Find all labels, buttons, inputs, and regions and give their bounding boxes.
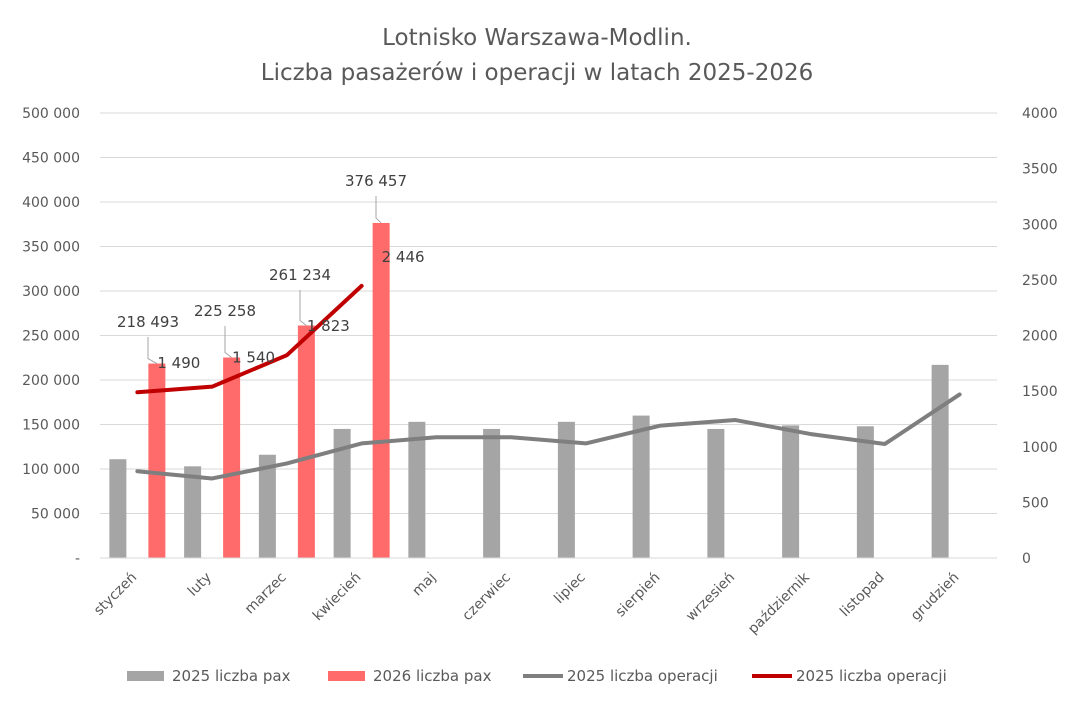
legend: 2025 liczba pax 2026 liczba pax 2025 liczb… — [127, 667, 947, 685]
bar — [856, 426, 874, 558]
series-line — [135, 283, 364, 395]
y-right-tick-label: 1500 — [1022, 384, 1058, 400]
y-left-tick-label: 350 000 — [22, 240, 80, 256]
bar — [632, 415, 650, 558]
data-label: 2 446 — [382, 248, 425, 266]
bar — [782, 425, 800, 558]
data-label: 1 490 — [157, 354, 200, 372]
data-label: 376 457 — [345, 172, 407, 190]
series-line — [135, 392, 962, 481]
y-left-tick-label: 450 000 — [22, 151, 80, 167]
bar — [931, 364, 949, 558]
x-tick-label: grudzień — [908, 570, 963, 625]
legend-label: 2026 liczba pax — [373, 667, 492, 685]
legend-label: 2025 liczba operacji — [796, 667, 947, 685]
y-right-tick-label: 3500 — [1022, 162, 1058, 178]
label-leader-line — [299, 290, 307, 326]
legend-swatch — [127, 671, 164, 681]
bar — [258, 454, 276, 558]
data-labels: 218 493 225 258 261 234 376 457 1 490 1 540 1 … — [117, 172, 425, 372]
data-label: 1 823 — [307, 317, 350, 335]
bar — [372, 222, 390, 558]
y-right-tick-label: 2500 — [1022, 273, 1058, 289]
line-series — [135, 283, 962, 481]
x-tick-label: sierpień — [613, 570, 664, 621]
data-label: 218 493 — [117, 313, 179, 331]
data-label: 1 540 — [232, 349, 275, 367]
chart-title-line-1: Lotnisko Warszawa-Modlin. — [382, 25, 692, 51]
label-leader-line — [224, 326, 232, 358]
y-left-tick-label: 300 000 — [22, 284, 80, 300]
y-left-tick-label: - — [75, 551, 80, 567]
data-label: 225 258 — [194, 302, 256, 320]
x-tick-label: listopad — [837, 570, 888, 621]
bar — [557, 421, 575, 558]
y-right-tick-label: 500 — [1022, 495, 1049, 511]
bar — [297, 325, 315, 558]
label-leader-line — [147, 337, 158, 364]
chart-title: Lotnisko Warszawa-Modlin. Liczba pasażer… — [261, 25, 814, 86]
y-left-tick-label: 400 000 — [22, 195, 80, 211]
data-label: 261 234 — [269, 266, 331, 284]
bar — [109, 459, 127, 558]
y-right-tick-label: 1000 — [1022, 440, 1058, 456]
y-left-tick-label: 200 000 — [22, 373, 80, 389]
x-tick-label: maj — [409, 570, 439, 600]
y-right-tick-label: 4000 — [1022, 106, 1058, 122]
bar — [333, 428, 351, 558]
legend-label: 2025 liczba pax — [172, 667, 291, 685]
y-right-tick-label: 2000 — [1022, 329, 1058, 345]
bar — [148, 363, 166, 558]
y-left-tick-label: 50 000 — [31, 507, 80, 523]
bar — [184, 466, 202, 558]
legend-label: 2025 liczba operacji — [567, 667, 718, 685]
legend-swatch — [328, 671, 365, 681]
x-tick-label: wrzesień — [683, 570, 738, 625]
bar-series — [109, 222, 949, 558]
x-tick-label: październik — [745, 569, 813, 637]
bar — [408, 421, 426, 558]
y-left-tick-label: 150 000 — [22, 418, 80, 434]
y-left-tick-label: 500 000 — [22, 106, 80, 122]
x-tick-label: kwiecień — [310, 570, 365, 625]
y-right-tick-label: 3000 — [1022, 217, 1058, 233]
label-leader-line — [375, 196, 382, 224]
y-left-tick-label: 250 000 — [22, 329, 80, 345]
x-tick-label: czerwiec — [459, 570, 514, 625]
y-left-tick-label: 100 000 — [22, 462, 80, 478]
bar — [707, 428, 725, 558]
x-tick-label: lipiec — [551, 570, 588, 607]
bar — [483, 428, 501, 558]
x-tick-label: marzec — [242, 570, 290, 618]
label-leader-lines — [147, 196, 382, 364]
x-tick-label: luty — [185, 570, 215, 600]
chart-title-line-2: Liczba pasażerów i operacji w latach 202… — [261, 60, 814, 86]
y-right-tick-label: 0 — [1022, 551, 1031, 567]
bar — [223, 357, 241, 558]
x-tick-label: styczeń — [91, 570, 140, 619]
